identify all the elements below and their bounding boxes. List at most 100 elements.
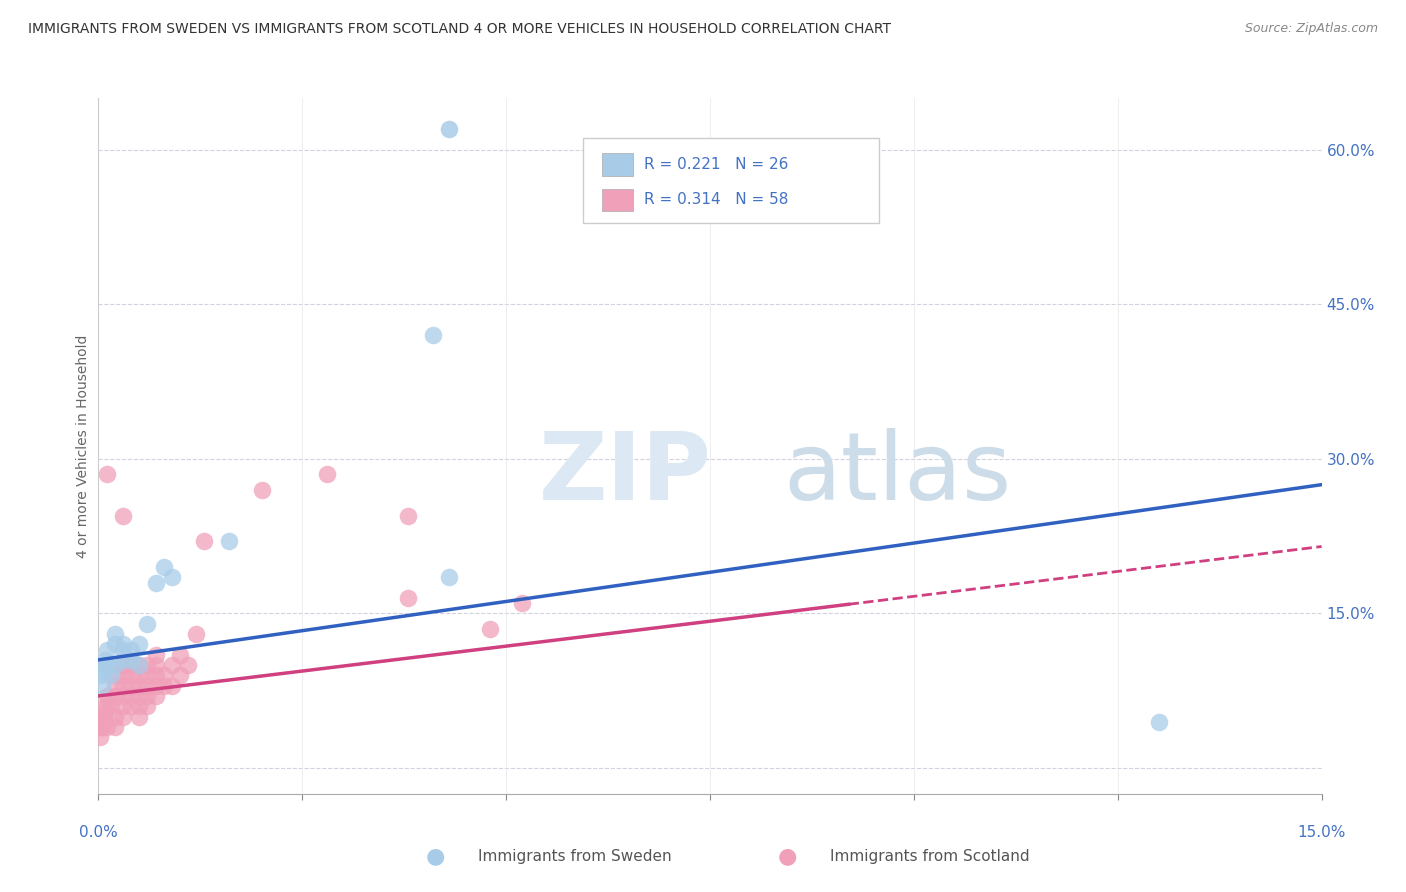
Text: 15.0%: 15.0% [1298,825,1346,839]
Point [94,653,117,667]
Point [120,658,142,673]
Point [104,658,127,673]
Point [90,709,112,723]
Point [422,328,444,343]
Point [93,658,115,673]
Text: R = 0.314   N = 58: R = 0.314 N = 58 [644,193,789,207]
Point [437,122,460,136]
Point [111,679,134,693]
Text: Source: ZipAtlas.com: Source: ZipAtlas.com [1244,22,1378,36]
Point [437,570,460,584]
Point [96,658,118,673]
Text: ●: ● [778,847,797,866]
Point [96,642,118,657]
Point [128,709,150,723]
Point [111,653,134,667]
Text: Immigrants from Scotland: Immigrants from Scotland [830,849,1029,863]
Text: IMMIGRANTS FROM SWEDEN VS IMMIGRANTS FROM SCOTLAND 4 OR MORE VEHICLES IN HOUSEHO: IMMIGRANTS FROM SWEDEN VS IMMIGRANTS FRO… [28,22,891,37]
Point [111,642,134,657]
Point [128,689,150,703]
Point [145,668,167,682]
Point [169,668,191,682]
Point [145,575,167,590]
Text: R = 0.221   N = 26: R = 0.221 N = 26 [644,157,789,171]
Point [136,668,159,682]
Text: ●: ● [426,847,446,866]
Point [136,616,159,631]
Point [90,720,112,734]
Point [128,679,150,693]
Point [91,663,114,677]
Point [145,689,167,703]
Point [136,699,159,714]
Point [218,534,240,549]
Point [104,689,127,703]
Point [128,658,150,673]
Point [120,668,142,682]
Point [96,699,118,714]
Point [128,658,150,673]
Point [145,679,167,693]
Point [145,658,167,673]
Point [512,596,534,610]
Text: ZIP: ZIP [538,428,711,520]
Point [120,653,142,667]
Point [100,699,122,714]
Point [250,483,273,497]
Point [120,642,142,657]
Point [145,648,167,662]
Point [111,689,134,703]
Point [91,709,114,723]
Point [89,730,111,744]
Point [396,591,419,605]
Point [111,699,134,714]
Point [128,637,150,651]
Point [104,627,127,641]
Point [160,570,183,584]
Point [152,679,174,693]
Point [478,622,501,636]
Point [94,709,117,723]
Point [104,637,127,651]
Text: Immigrants from Sweden: Immigrants from Sweden [478,849,672,863]
Point [111,658,134,673]
Point [104,720,127,734]
Point [177,658,200,673]
Point [111,637,134,651]
Point [160,679,183,693]
Point [104,679,127,693]
Point [128,668,150,682]
Point [90,679,112,693]
Point [152,560,174,574]
Point [111,668,134,682]
Point [104,668,127,682]
Point [169,648,191,662]
Point [120,689,142,703]
Text: 0.0%: 0.0% [79,825,118,839]
Point [136,658,159,673]
Point [91,720,114,734]
Point [186,627,208,641]
Text: atlas: atlas [783,428,1012,520]
Y-axis label: 4 or more Vehicles in Household: 4 or more Vehicles in Household [76,334,90,558]
Point [91,668,114,682]
Point [100,668,122,682]
Point [152,668,174,682]
Point [1147,714,1170,729]
Point [315,467,337,482]
Point [111,508,134,523]
Point [104,709,127,723]
Point [96,720,118,734]
Point [128,699,150,714]
Point [96,467,118,482]
Point [160,658,183,673]
Point [93,699,115,714]
Point [120,699,142,714]
Point [396,508,419,523]
Point [120,679,142,693]
Point [136,689,159,703]
Point [111,709,134,723]
Point [193,534,215,549]
Point [136,679,159,693]
Point [96,689,118,703]
